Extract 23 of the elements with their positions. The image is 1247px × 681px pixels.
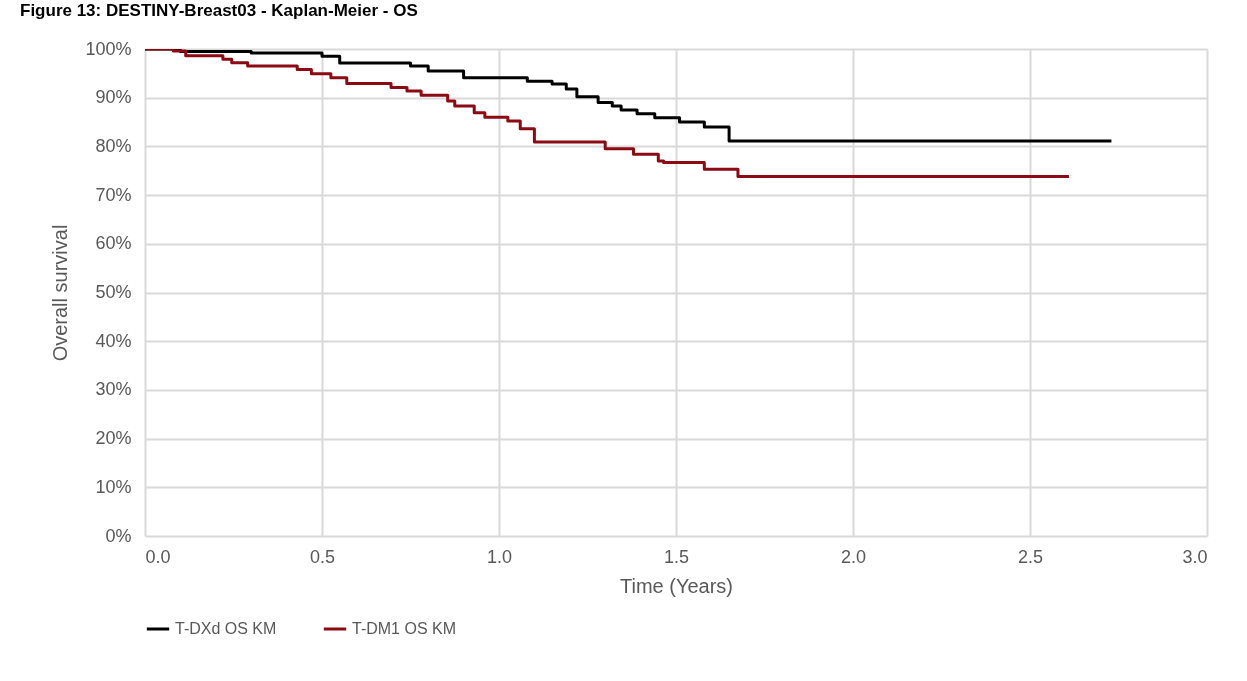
y-tick-label: 20% xyxy=(95,428,132,449)
y-tick-label: 80% xyxy=(95,135,132,156)
y-tick-label: 90% xyxy=(95,87,132,108)
x-tick-label: 0.0 xyxy=(145,546,171,567)
x-axis-title: Time (Years) xyxy=(620,574,733,597)
legend-label: T-DM1 OS KM xyxy=(352,620,457,637)
y-tick-label: 0% xyxy=(105,525,132,546)
y-tick-label: 30% xyxy=(95,379,132,400)
y-tick-label: 70% xyxy=(95,184,132,205)
y-tick-label: 100% xyxy=(85,38,132,59)
x-tick-label: 1.5 xyxy=(663,546,690,567)
x-tick-label: 0.5 xyxy=(309,546,336,567)
legend-label: T-DXd OS KM xyxy=(175,620,277,637)
chart-title: Figure 13: DESTINY-Breast03 - Kaplan-Meier - OS xyxy=(20,1,418,20)
y-tick-label: 40% xyxy=(95,330,132,351)
y-axis-title: Overall survival xyxy=(49,224,72,362)
x-tick-label: 2.5 xyxy=(1017,546,1044,567)
y-tick-label: 50% xyxy=(95,282,132,302)
y-tick-label: 10% xyxy=(95,476,132,497)
x-tick-label: 2.0 xyxy=(840,546,867,567)
y-tick-label: 60% xyxy=(95,233,132,254)
x-tick-label: 1.0 xyxy=(486,546,513,567)
x-tick-label: 3.0 xyxy=(1182,546,1208,567)
